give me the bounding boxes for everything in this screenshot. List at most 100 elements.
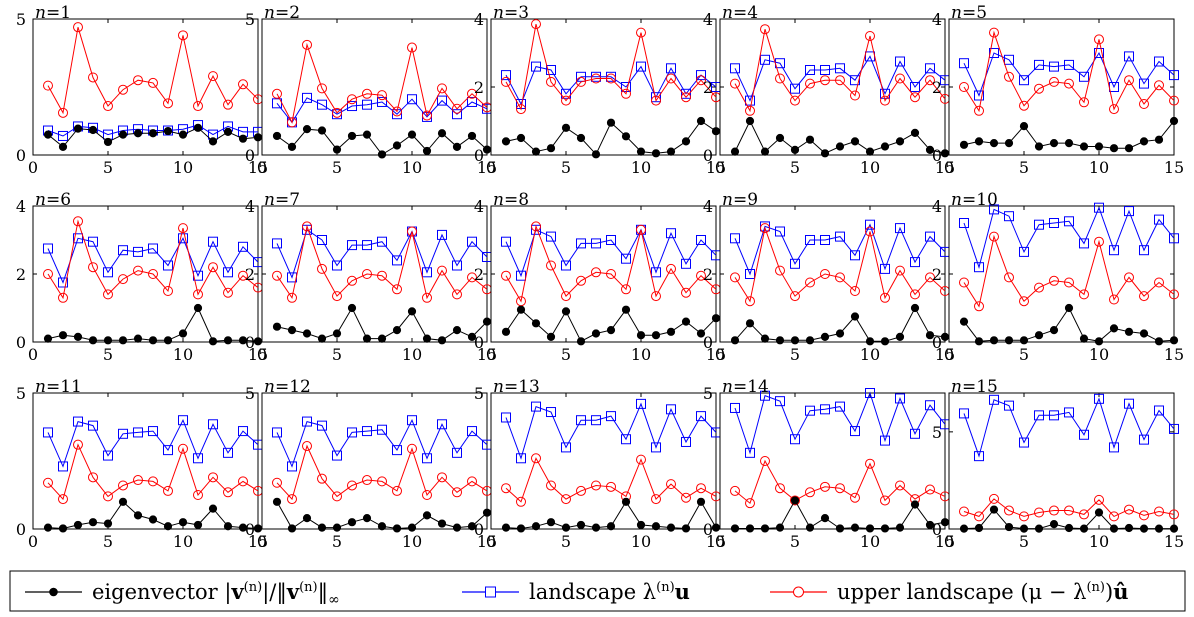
- panel-n14-landscape-point-10: [865, 388, 875, 398]
- panel-n12-upper-point-9: [392, 485, 402, 496]
- panel-n2-upper-point-9: [392, 106, 402, 117]
- panel-n11-eigenvector-point-8: [148, 515, 158, 524]
- panel-n4-eigenvector-point-10: [865, 147, 875, 156]
- panel-n7-axes-box: [261, 205, 488, 343]
- panel-n6-landscape-point-6: [118, 245, 128, 256]
- panel-n8-eigenvector-point-14: [696, 329, 706, 338]
- panel-n9-axes-box: [719, 205, 946, 343]
- panel-n9-upper-point-5: [790, 291, 800, 302]
- panel-n1-eigenvector-point-9: [163, 126, 173, 136]
- panel-n9-landscape-point-2: [745, 269, 755, 279]
- panel-n11-upper-point-9: [163, 485, 173, 496]
- panel-n2-xtick-label: 15: [477, 158, 497, 177]
- panel-n8-eigenvector-point-3: [531, 319, 541, 328]
- panel-n14-upper-point-10: [865, 458, 875, 469]
- panel-n7-eigenvector-point-13: [452, 326, 462, 335]
- panel-n1-upper-point-14: [238, 79, 248, 90]
- panel-n7-eigenvector-point-4: [317, 334, 327, 343]
- panel-n12-landscape-point-4: [317, 420, 327, 431]
- panel-n8-xtick-label: 0: [486, 345, 496, 364]
- panel-n3-upper-line: [505, 23, 717, 111]
- panel-n4-eigenvector-point-3: [760, 147, 770, 156]
- panel-n7-eigenvector-point-5: [332, 329, 342, 338]
- panel-n3-upper-point-9: [621, 88, 631, 99]
- panel-n6-axes-box: [32, 205, 259, 343]
- panel-n15-eigenvector-point-14: [1154, 524, 1164, 533]
- panel-n7-upper-point-6: [347, 275, 357, 286]
- panel-n8-upper-point-13: [681, 287, 691, 298]
- panel-n15-landscape-point-5: [1019, 437, 1029, 448]
- panel-n15-ytick-label: 5: [932, 423, 942, 442]
- panel-n1-upper-point-2: [58, 107, 68, 118]
- panel-n6-eigenvector-point-3: [73, 332, 83, 341]
- panel-n4-landscape-point-9: [850, 75, 860, 86]
- panel-n9-xtick-label: 0: [715, 345, 725, 364]
- panel-n13-eigenvector-point-13: [681, 524, 691, 533]
- panel-n10-landscape-point-8: [1064, 216, 1074, 227]
- panel-n6-landscape-point-3: [73, 233, 83, 244]
- panel-n3-xtick-label: 0: [486, 158, 496, 177]
- panel-n15-eigenvector-point-3: [989, 505, 999, 514]
- panel-n9-upper-point-11: [880, 292, 890, 303]
- panel-n11-upper-point-6: [118, 480, 128, 491]
- panel-n11-eigenvector-point-3: [73, 520, 83, 530]
- panel-n5-upper-point-8: [1064, 78, 1074, 89]
- panel-n15-eigenvector-point-12: [1124, 523, 1134, 533]
- panel-n7-eigenvector-point-12: [437, 336, 447, 345]
- panel-n8-landscape-point-4: [546, 231, 556, 242]
- panel-n7-upper-point-1: [272, 270, 282, 281]
- panel-n1-upper-line: [47, 27, 259, 115]
- panel-n6-upper-point-1: [43, 269, 53, 279]
- panel-n1-xtick-label: 10: [173, 158, 193, 177]
- panel-n15-ytick-label: 0: [932, 520, 942, 539]
- panel-n13-eigenvector-point-14: [696, 497, 706, 506]
- panel-n9-upper-point-1: [730, 272, 740, 283]
- panel-n8-landscape-point-2: [516, 270, 526, 281]
- panel-n8-ytick-label: 4: [474, 197, 484, 216]
- panel-n14-upper-point-11: [880, 495, 890, 506]
- panel-n3-eigenvector-point-10: [636, 147, 646, 156]
- panel-n3-eigenvector-point-3: [531, 147, 541, 156]
- legend-eigenvector-marker: [49, 587, 58, 597]
- panel-n10-eigenvector-point-15: [1169, 336, 1179, 345]
- panel-n8-eigenvector-point-13: [681, 317, 691, 326]
- panel-n6-landscape-point-7: [133, 246, 143, 257]
- panel-n11-upper-point-5: [103, 491, 113, 502]
- panel-n11-upper-line: [47, 443, 259, 501]
- panel-n10-upper-point-11: [1109, 294, 1119, 305]
- panel-n8-landscape-point-7: [591, 238, 601, 249]
- panel-n15-axes-box: [948, 392, 1175, 530]
- panel-n5-upper-point-12: [1124, 75, 1134, 86]
- panel-n8-eigenvector-point-4: [546, 332, 556, 341]
- panel-n12-eigenvector-point-8: [377, 522, 387, 531]
- panel-n8-eigenvector-point-5: [561, 307, 571, 316]
- panel-n9-upper-point-3: [760, 223, 770, 234]
- panel-n15-upper-point-12: [1124, 504, 1134, 515]
- panel-n11-landscape-point-13: [223, 447, 233, 458]
- panel-n9-eigenvector-point-12: [895, 332, 905, 341]
- panel-n13-xtick-label: 10: [631, 532, 651, 551]
- panel-n15-upper-line: [963, 498, 1175, 518]
- panel-n1-upper-point-13: [223, 99, 233, 110]
- panel-n10-eigenvector-point-5: [1019, 336, 1029, 345]
- panel-n11-eigenvector-point-13: [223, 522, 233, 531]
- panel-n13-eigenvector-point-8: [606, 522, 616, 531]
- panel-n4-landscape-point-14: [925, 63, 935, 74]
- panel-n12-upper-point-13: [452, 487, 462, 498]
- panel-n10-landscape-point-6: [1034, 219, 1044, 230]
- panel-n6-xtick-label: 15: [248, 345, 268, 364]
- panel-n12-eigenvector-point-11: [422, 511, 432, 520]
- panel-n11-landscape-point-9: [163, 445, 173, 456]
- panel-n12-upper-point-8: [377, 476, 387, 487]
- panel-n4-eigenvector-point-13: [910, 128, 920, 137]
- panel-n11-landscape-point-1: [43, 427, 53, 438]
- panel-n11-eigenvector-point-9: [163, 522, 173, 531]
- panel-n8-landscape-point-9: [621, 253, 631, 264]
- panel-n11-xtick-label: 10: [173, 532, 193, 551]
- panel-n10-eigenvector-point-8: [1064, 303, 1074, 313]
- panel-n6-landscape-point-1: [43, 243, 53, 254]
- panel-n6-eigenvector-point-9: [163, 336, 173, 345]
- panel-n3-title: n=3: [493, 3, 529, 23]
- panel-n15-upper-point-5: [1019, 511, 1029, 522]
- panel-n4-eigenvector-point-15: [940, 149, 950, 158]
